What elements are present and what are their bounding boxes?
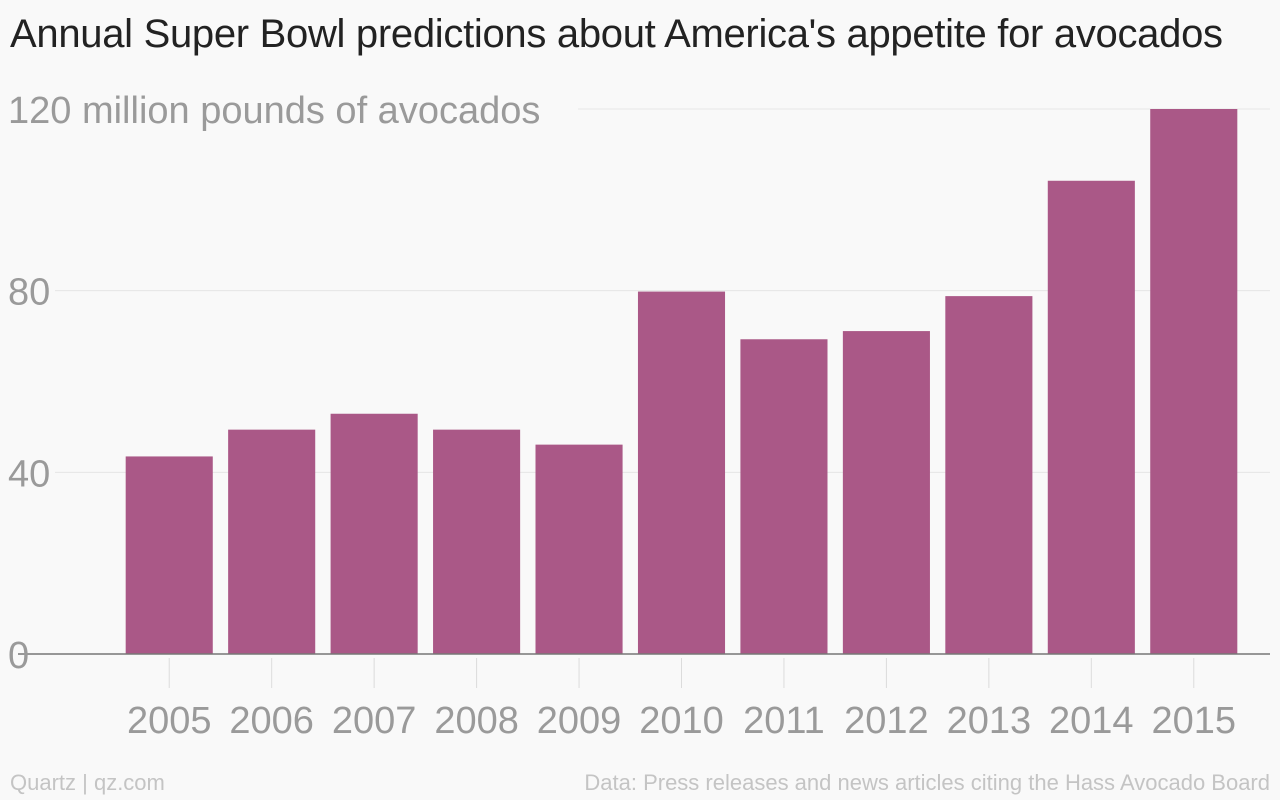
- bar-2009: [535, 444, 623, 654]
- bar-2007: [330, 413, 418, 654]
- x-tick-label-2006: 2006: [229, 700, 314, 742]
- bar-2015: [1150, 109, 1238, 654]
- x-tick-label-2015: 2015: [1151, 700, 1236, 742]
- x-tick-label-2012: 2012: [844, 700, 929, 742]
- x-tick-label-2009: 2009: [537, 700, 622, 742]
- bars: [125, 109, 1238, 654]
- chart-title: Annual Super Bowl predictions about Amer…: [10, 12, 1223, 56]
- x-tick-label-2005: 2005: [127, 700, 212, 742]
- x-tick-label-2011: 2011: [743, 700, 825, 742]
- bar-2012: [842, 331, 930, 654]
- bar-2006: [228, 429, 316, 654]
- x-tick-label-2007: 2007: [332, 700, 417, 742]
- x-tick-label-2013: 2013: [947, 700, 1032, 742]
- bar-2013: [945, 296, 1033, 654]
- y-tick-label-40: 40: [8, 453, 50, 495]
- y-axis: 0 40 80 120 million pounds of avocados: [8, 90, 540, 677]
- x-tick-label-2008: 2008: [434, 700, 519, 742]
- bar-2008: [433, 429, 521, 654]
- bar-2014: [1047, 180, 1135, 654]
- bar-2005: [125, 456, 213, 654]
- x-tick-label-2014: 2014: [1049, 700, 1134, 742]
- y-tick-label-120: 120 million pounds of avocados: [8, 90, 540, 132]
- y-tick-label-0: 0: [8, 635, 29, 677]
- x-tick-label-2010: 2010: [639, 700, 724, 742]
- footer-source: Data: Press releases and news articles c…: [584, 770, 1270, 795]
- bar-2011: [740, 339, 828, 654]
- y-tick-label-80: 80: [8, 272, 50, 314]
- bar-2010: [637, 291, 726, 654]
- x-axis: 2005 2006 2007 2008 2009 2010 2011 2012 2013 2014…: [18, 653, 1270, 742]
- footer-credit: Quartz | qz.com: [10, 770, 165, 795]
